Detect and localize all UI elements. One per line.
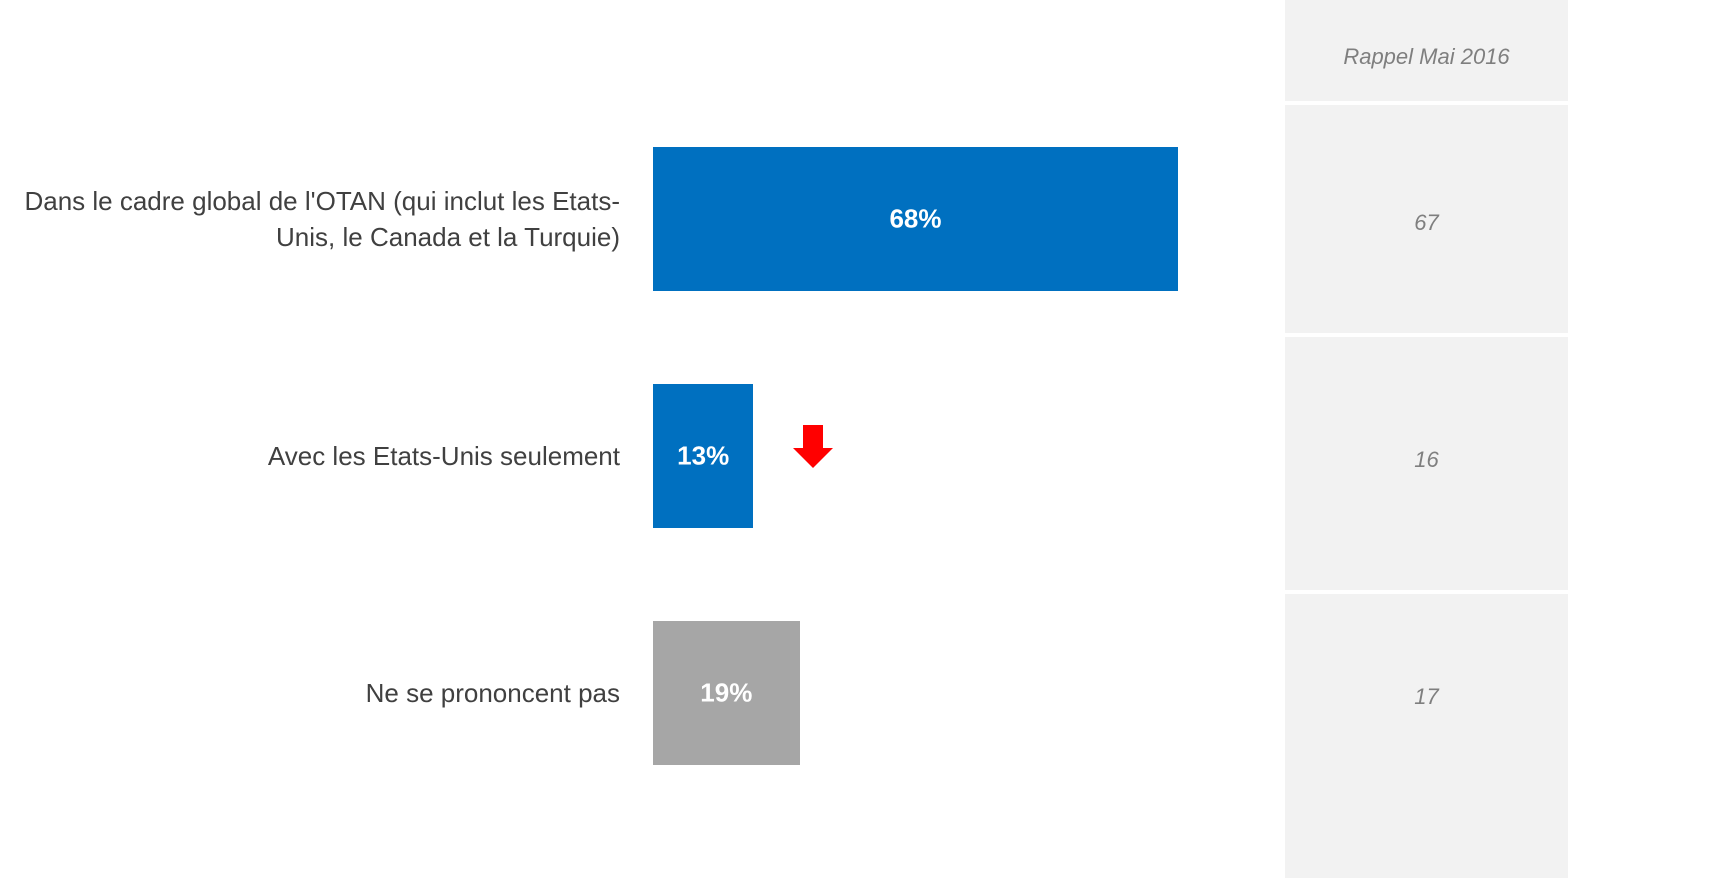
reference-cell (1285, 105, 1568, 333)
reference-value: 17 (1414, 684, 1439, 709)
bar-value-label: 13% (677, 440, 730, 471)
bar (653, 147, 1178, 291)
reference-value: 67 (1414, 210, 1439, 235)
reference-cell (1285, 337, 1568, 590)
reference-cell (1285, 594, 1568, 878)
category-label: Dans le cadre global de l'OTAN (qui incl… (24, 186, 620, 252)
reference-value: 16 (1414, 447, 1439, 472)
bar (653, 621, 800, 765)
down-arrow (793, 425, 833, 468)
category-label: Ne se prononcent pas (365, 678, 620, 708)
bar-value-label: 19% (700, 677, 753, 708)
bar (653, 384, 754, 528)
reference-header-cell (1285, 0, 1568, 101)
bar-value-label: 68% (889, 203, 942, 234)
reference-title: Rappel Mai 2016 (1343, 44, 1510, 69)
category-label: Avec les Etats-Unis seulement (267, 441, 620, 471)
